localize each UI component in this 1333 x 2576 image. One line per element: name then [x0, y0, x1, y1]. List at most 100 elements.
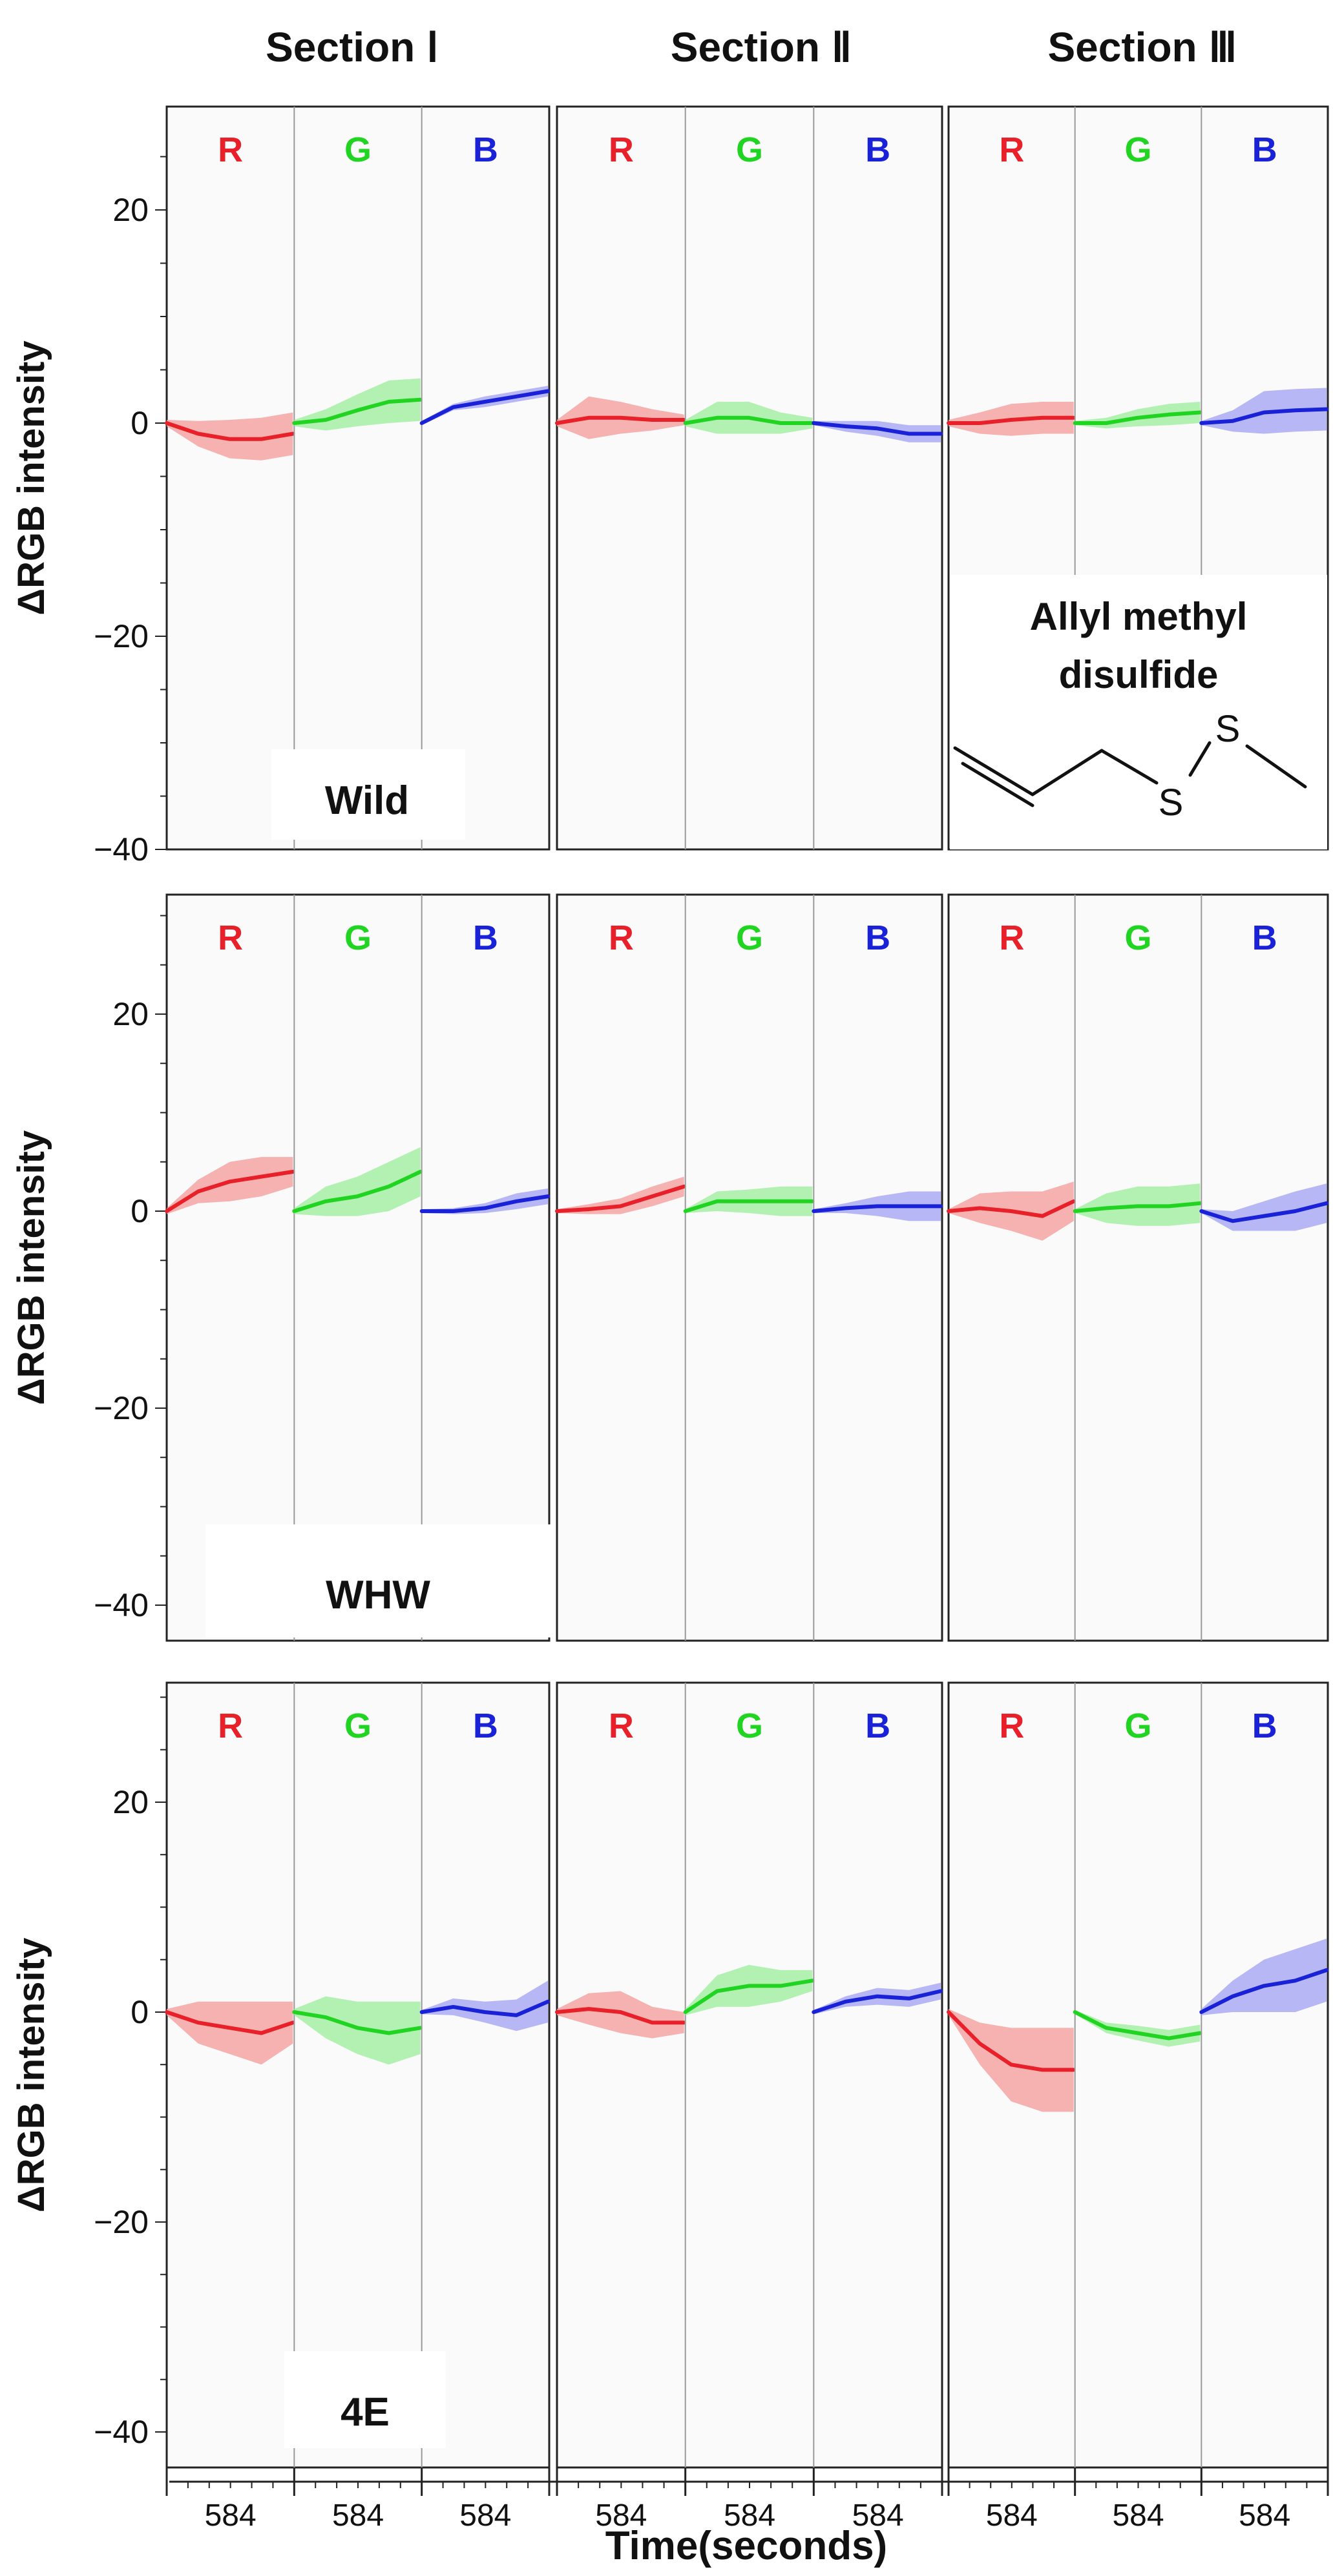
series-band-B [813, 1982, 941, 2015]
channel-label-B: B [473, 130, 498, 169]
bond [1100, 749, 1159, 785]
series-band-R [167, 1157, 293, 1214]
series-band-G [294, 378, 421, 431]
channel-label-B: B [865, 1707, 890, 1745]
compound-name-line2: disulfide [1059, 653, 1219, 696]
series-band-R [557, 1991, 684, 2039]
section-title-3: Section Ⅲ [1047, 24, 1237, 70]
series-line-B [812, 1204, 943, 1213]
channel-label-G: G [1124, 130, 1151, 169]
panel-frame [556, 893, 943, 1642]
series-band-G [294, 1147, 421, 1216]
channel-label-B: B [473, 1707, 498, 1745]
series-line-R [165, 421, 295, 441]
row-label: 4E [341, 2390, 390, 2435]
series-band-G [294, 1996, 421, 2065]
sulfur-atom-1: S [1159, 782, 1184, 824]
channel-label-G: G [736, 919, 763, 957]
series-line-B [1199, 407, 1328, 425]
channel-label-R: R [999, 919, 1024, 957]
y-axis-label: ΔRGB intensity [10, 1130, 52, 1405]
panel-frame [947, 893, 1329, 1642]
panel-frame [947, 1681, 1329, 2469]
y-axis-label: ΔRGB intensity [10, 340, 52, 615]
series-line-B [419, 1999, 550, 2017]
y-tick-label: −20 [94, 1390, 149, 1426]
channel-label-G: G [344, 130, 372, 169]
series-band-R [167, 412, 293, 461]
channel-label-G: G [1124, 1707, 1151, 1745]
y-tick-label: 20 [112, 192, 149, 228]
series-band-R [557, 1176, 684, 1214]
y-tick-label: −20 [94, 618, 149, 654]
channel-label-B: B [865, 919, 890, 957]
series-line-R [555, 1184, 686, 1213]
series-band-B [421, 1980, 548, 2031]
panel-frame [556, 1681, 943, 2469]
series-line-G [683, 1979, 815, 2014]
y-tick-label: −40 [94, 831, 149, 867]
series-line-B [419, 389, 550, 425]
section-title-1: Section Ⅰ [266, 24, 439, 70]
series-line-G [1073, 1201, 1202, 1213]
x-tick-label: 584 [724, 2498, 775, 2533]
series-band-B [421, 1188, 548, 1214]
channel-label-R: R [218, 1707, 243, 1745]
section-title-2: Section Ⅱ [671, 24, 852, 70]
series-line-R [947, 2010, 1076, 2072]
y-tick-label: −40 [94, 2414, 149, 2450]
series-line-G [292, 397, 423, 425]
double-bond [961, 762, 1034, 807]
x-tick-label: 584 [459, 2498, 511, 2533]
channel-label-B: B [865, 130, 890, 169]
channel-label-G: G [736, 1707, 763, 1745]
series-line-B [1199, 1968, 1328, 2014]
series-line-G [1073, 2010, 1202, 2041]
y-tick-label: 0 [131, 405, 149, 441]
series-line-G [1073, 410, 1202, 425]
series-line-R [165, 2010, 295, 2035]
panel-frame [165, 893, 551, 1642]
x-tick-label: 584 [1239, 2498, 1290, 2533]
x-axis-label: Time(seconds) [605, 2524, 887, 2568]
series-line-B [419, 1194, 550, 1213]
panel-frame [556, 105, 943, 851]
chart-row-3: 20 0 −20 −40 ΔRGB intensity R G B R G B R G B 4E [10, 1681, 1329, 2469]
bond [1188, 741, 1212, 777]
channel-label-R: R [609, 919, 634, 957]
series-line-R [165, 1170, 295, 1213]
x-tick-label: 584 [852, 2498, 904, 2533]
row-label-box [284, 2351, 446, 2448]
x-tick-label: 584 [595, 2498, 647, 2533]
series-line-R [555, 415, 686, 425]
series-line-R [947, 415, 1076, 425]
y-tick-label: 0 [131, 1994, 149, 2030]
row-label-box [271, 749, 465, 840]
y-tick-label: −40 [94, 1587, 149, 1623]
x-tick-label: 584 [986, 2498, 1038, 2533]
panel-frame [165, 1681, 551, 2469]
channel-label-G: G [344, 919, 372, 957]
series-line-B [812, 1989, 943, 2014]
x-time-axis: 584 584 584 584 584 584 584 584 584 [165, 2467, 1329, 2533]
x-tick-label: 584 [332, 2498, 384, 2533]
series-band-R [949, 2009, 1074, 2112]
compound-box [950, 575, 1327, 849]
series-line-R [555, 2007, 686, 2025]
row-label: WHW [326, 1573, 430, 1617]
series-line-B [1199, 1201, 1328, 1223]
y-tick-label: −20 [94, 2204, 149, 2240]
series-line-G [683, 415, 815, 425]
channel-label-B: B [1252, 1707, 1277, 1745]
y-axis-label: ΔRGB intensity [10, 1938, 52, 2212]
y-tick-label: 20 [112, 1784, 149, 1820]
molecule-structure-icon [953, 741, 1307, 807]
bond [953, 746, 1034, 796]
